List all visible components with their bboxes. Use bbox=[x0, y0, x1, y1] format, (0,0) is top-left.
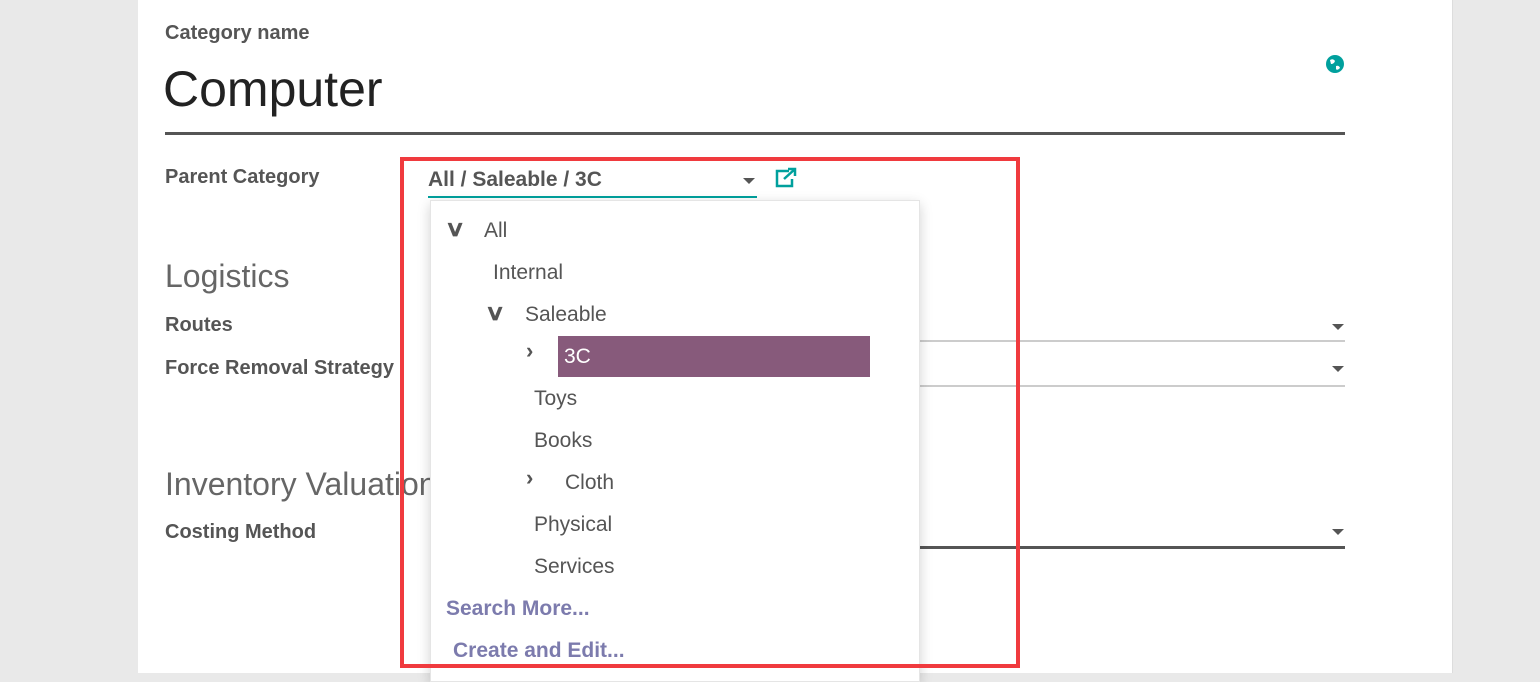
parent-category-value: All / Saleable / 3C bbox=[428, 168, 602, 191]
costing-caret-icon[interactable] bbox=[1332, 529, 1344, 535]
selected-item-highlight bbox=[558, 336, 870, 377]
dropdown-item-cloth[interactable]: Cloth bbox=[565, 471, 615, 494]
chevron-right-icon[interactable]: › bbox=[526, 338, 534, 363]
dropdown-item-physical[interactable]: Physical bbox=[534, 513, 613, 536]
chevron-down-icon[interactable]: ∨ bbox=[444, 216, 466, 241]
dropdown-item-3c[interactable]: 3C bbox=[564, 345, 591, 368]
create-and-edit-link[interactable]: Create and Edit... bbox=[453, 639, 625, 662]
valuation-heading: Inventory Valuation bbox=[165, 466, 430, 502]
parent-category-input[interactable]: All / Saleable / 3C bbox=[428, 168, 757, 198]
dropdown-item-books[interactable]: Books bbox=[534, 429, 593, 452]
dropdown-item-toys[interactable]: Toys bbox=[534, 387, 578, 410]
chevron-right-icon[interactable]: › bbox=[526, 465, 534, 490]
annotation-highlight-box bbox=[400, 157, 1020, 668]
routes-caret-icon[interactable] bbox=[1332, 324, 1344, 330]
category-name-label: Category name bbox=[165, 22, 310, 44]
globe-icon[interactable] bbox=[1325, 54, 1345, 74]
dropdown-item-services[interactable]: Services bbox=[534, 555, 615, 578]
parent-category-label: Parent Category bbox=[165, 166, 320, 188]
removal-strategy-input[interactable] bbox=[918, 385, 1345, 387]
parent-category-dropdown bbox=[430, 200, 920, 682]
dropdown-caret-icon[interactable] bbox=[743, 178, 755, 184]
costing-method-input[interactable] bbox=[918, 546, 1345, 549]
costing-method-label: Costing Method bbox=[165, 521, 317, 543]
name-underline bbox=[165, 132, 1345, 135]
dropdown-item-all[interactable]: All bbox=[484, 219, 508, 242]
search-more-link[interactable]: Search More... bbox=[446, 597, 590, 620]
external-link-icon[interactable] bbox=[774, 167, 798, 189]
dropdown-item-saleable[interactable]: Saleable bbox=[525, 303, 607, 326]
removal-strategy-label: Force Removal Strategy bbox=[165, 357, 394, 379]
routes-input[interactable] bbox=[918, 340, 1345, 342]
dropdown-item-internal[interactable]: Internal bbox=[493, 261, 564, 284]
logistics-heading: Logistics bbox=[165, 258, 290, 294]
chevron-down-icon[interactable]: ∨ bbox=[484, 300, 506, 325]
removal-caret-icon[interactable] bbox=[1332, 366, 1344, 372]
routes-label: Routes bbox=[165, 314, 233, 336]
category-name-input[interactable]: Computer bbox=[163, 61, 383, 117]
